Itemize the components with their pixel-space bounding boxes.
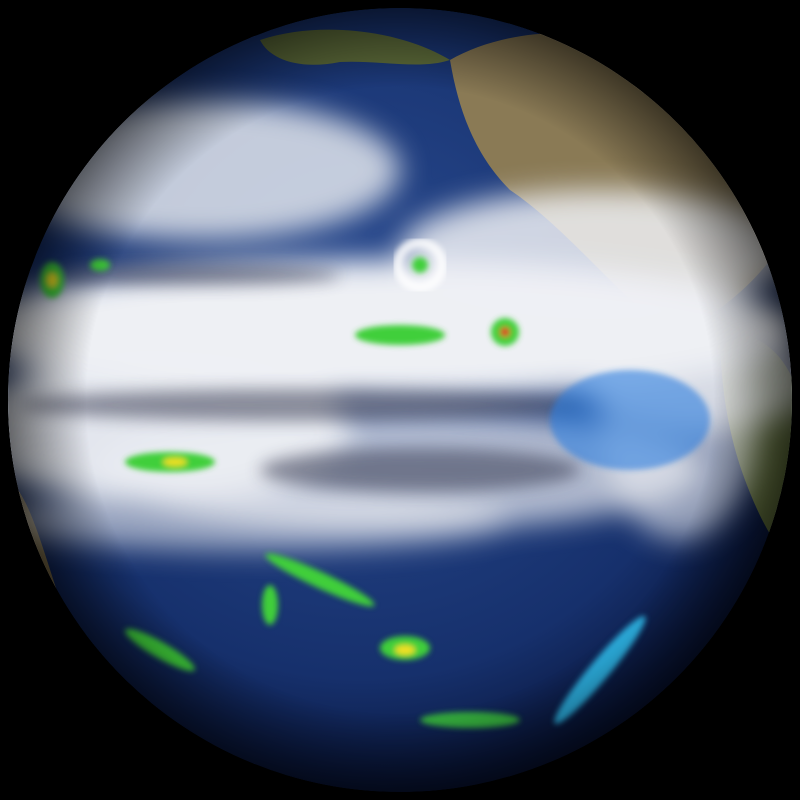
- limb-shading: [8, 8, 792, 792]
